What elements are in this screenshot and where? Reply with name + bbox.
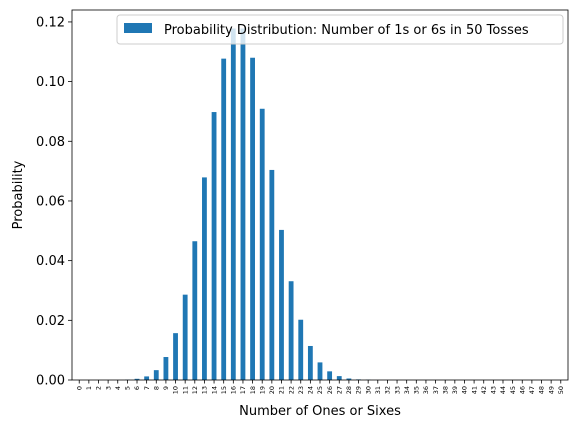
bar-12 [192, 241, 198, 380]
x-tick-label: 46 [518, 386, 526, 394]
x-tick-label: 8 [152, 386, 160, 390]
x-tick-label: 14 [210, 386, 218, 394]
y-tick-label: 0.12 [36, 15, 65, 30]
x-tick-label: 1 [85, 386, 93, 390]
x-tick-label: 28 [345, 386, 353, 394]
x-axis-label: Number of Ones or Sixes [239, 404, 401, 419]
legend: Probability Distribution: Number of 1s o… [116, 14, 564, 45]
bar-14 [211, 112, 217, 381]
x-tick-label: 45 [509, 386, 517, 394]
bar-7 [144, 376, 150, 380]
bar-26 [327, 371, 333, 380]
bar-6 [134, 378, 140, 380]
x-tick-label: 42 [480, 386, 488, 394]
y-tick-label: 0.00 [36, 374, 65, 389]
x-tick-label: 9 [162, 386, 170, 390]
x-tick-label: 5 [124, 386, 132, 390]
x-tick-label: 40 [461, 386, 469, 394]
x-tick-label: 2 [95, 386, 103, 390]
y-tick-label: 0.10 [36, 75, 65, 90]
x-tick-label: 30 [364, 386, 372, 394]
y-tick-label: 0.08 [36, 135, 65, 150]
x-tick-label: 10 [172, 386, 180, 394]
legend-swatch [124, 23, 152, 33]
x-tick-label: 23 [297, 386, 305, 394]
bar-21 [279, 229, 284, 380]
y-tick-label: 0.04 [36, 254, 65, 269]
bar-28 [346, 378, 352, 380]
x-tick-label: 41 [470, 386, 478, 394]
x-tick-label: 18 [249, 386, 257, 394]
y-axis: 0.00 0.02 0.04 0.06 0.08 0.10 0.12 [36, 15, 72, 389]
bar-20 [269, 169, 275, 380]
x-tick-label: 37 [432, 386, 440, 394]
legend-frame [116, 14, 564, 45]
x-tick-label: 13 [201, 386, 209, 394]
x-tick-label: 43 [490, 386, 498, 394]
x-tick-label: 17 [239, 386, 247, 394]
x-tick-label: 35 [413, 386, 421, 394]
x-tick-label: 12 [191, 386, 199, 394]
x-tick-label: 19 [258, 386, 266, 394]
bar-10 [173, 333, 178, 380]
x-tick-label: 11 [181, 386, 189, 394]
bar-16 [230, 28, 236, 380]
x-tick-label: 25 [316, 386, 324, 394]
x-tick-label: 3 [104, 386, 112, 390]
bar-15 [221, 58, 227, 380]
bar-17 [240, 28, 246, 380]
y-tick-label: 0.06 [36, 194, 65, 209]
x-tick-label: 21 [278, 386, 286, 394]
x-tick-label: 48 [538, 386, 546, 394]
x-tick-label: 47 [528, 386, 536, 394]
x-tick-label: 16 [230, 386, 238, 394]
bar-8 [153, 370, 159, 380]
x-tick-label: 50 [557, 386, 565, 394]
bar-25 [317, 362, 323, 380]
x-axis: 0 1 2 3 4 5 6 7 8 9 10 11 12 13 14 15 16 17 18 19 20 21 22 23 24… [75, 380, 565, 394]
bar-13 [202, 177, 207, 380]
x-tick-label: 34 [403, 386, 411, 394]
y-tick-label: 0.02 [36, 314, 65, 329]
x-tick-label: 26 [326, 386, 334, 394]
x-tick-label: 36 [422, 386, 430, 394]
bar-18 [250, 57, 255, 381]
x-tick-label: 0 [75, 386, 83, 390]
bars-group [124, 28, 371, 381]
x-tick-label: 22 [287, 386, 295, 394]
x-tick-label: 27 [335, 386, 343, 394]
x-tick-label: 15 [220, 386, 228, 394]
bar-9 [163, 357, 169, 380]
bar-22 [288, 281, 294, 380]
y-axis-label: Probability [11, 160, 26, 229]
legend-label: Probability Distribution: Number of 1s o… [164, 23, 529, 38]
bar-11 [182, 294, 188, 380]
x-tick-label: 6 [133, 386, 141, 390]
bar-23 [298, 319, 304, 380]
x-tick-label: 33 [393, 386, 401, 394]
x-tick-label: 39 [451, 386, 459, 394]
x-tick-label: 7 [143, 386, 151, 390]
x-tick-label: 20 [268, 386, 276, 394]
x-tick-label: 24 [307, 386, 315, 394]
bar-19 [259, 108, 265, 381]
x-tick-label: 29 [355, 386, 363, 394]
plot-frame [71, 9, 569, 381]
bar-24 [307, 345, 313, 380]
x-tick-label: 4 [114, 386, 122, 390]
bar-27 [336, 376, 342, 380]
x-tick-label: 38 [441, 386, 449, 394]
x-tick-label: 44 [499, 386, 507, 394]
x-tick-label: 32 [384, 386, 392, 394]
x-tick-label: 31 [374, 386, 382, 394]
x-tick-label: 49 [547, 386, 555, 394]
